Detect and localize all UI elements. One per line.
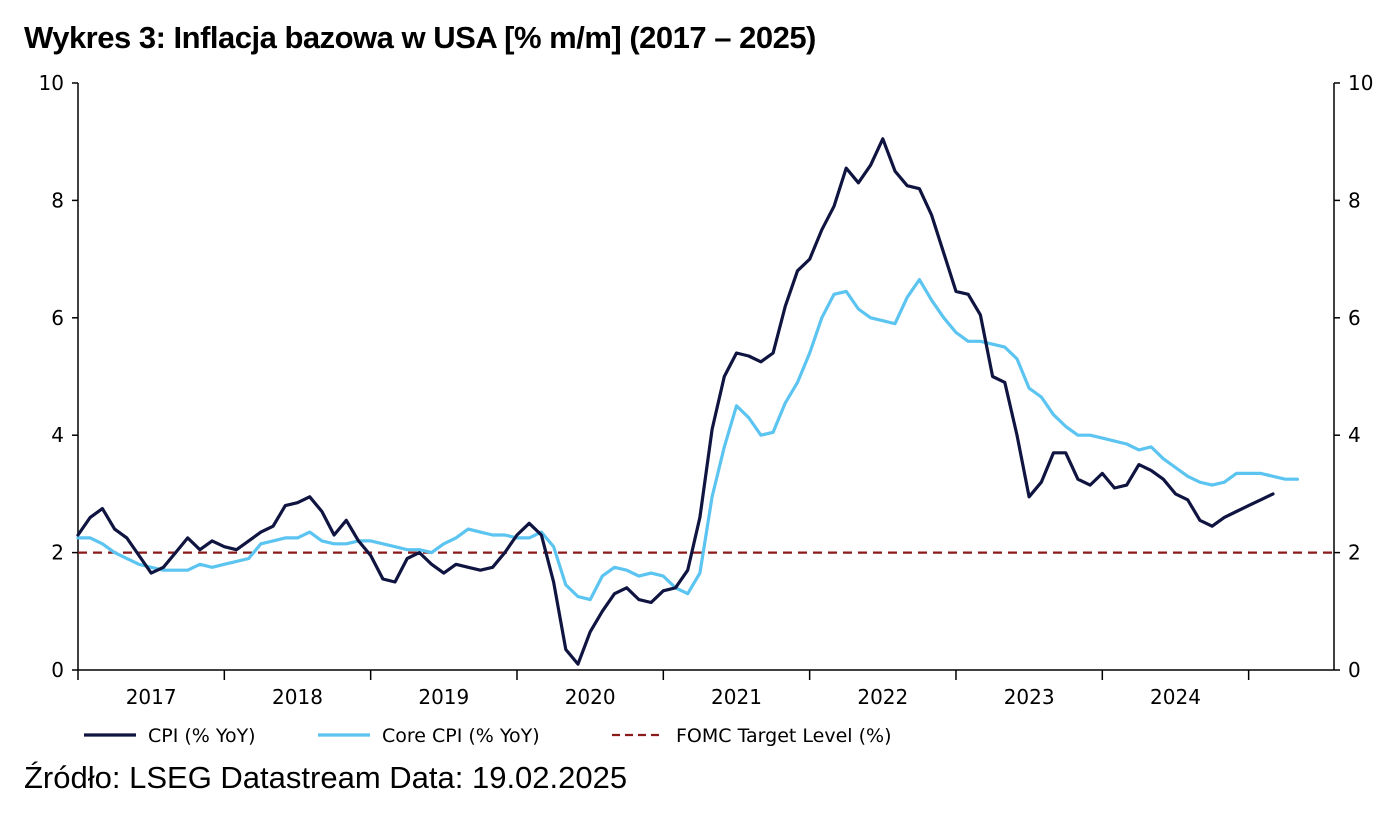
- x-tick-label: 2023: [1004, 685, 1055, 709]
- x-tick-label: 2019: [418, 685, 469, 709]
- y-tick-label-left: 6: [51, 306, 64, 330]
- legend-label: FOMC Target Level (%): [676, 725, 891, 747]
- x-tick-label: 2024: [1150, 685, 1201, 709]
- y-axis-left: 0 2 4 6 8 10: [39, 71, 78, 682]
- y-tick-label-right: 4: [1348, 423, 1361, 447]
- y-tick-label-left: 2: [51, 541, 64, 565]
- legend: CPI (% YoY) Core CPI (% YoY) FOMC Target L…: [84, 725, 891, 747]
- legend-label: CPI (% YoY): [148, 725, 256, 747]
- y-tick-label-right: 10: [1348, 71, 1373, 95]
- y-tick-label-left: 0: [51, 658, 64, 682]
- y-tick-label-left: 4: [51, 423, 64, 447]
- core-cpi-line: [76, 278, 1300, 602]
- x-tick-label: 2018: [272, 685, 323, 709]
- x-tick-label: 2022: [857, 685, 908, 709]
- chart-area: 0 2 4 6 8 10 0 2 4 6 8 10 2017 2018 2019 2020 2021 2022…: [39, 71, 1374, 747]
- series-layer: [76, 137, 1334, 666]
- y-tick-label-left: 10: [39, 71, 64, 95]
- cpi-line: [76, 137, 1275, 666]
- x-tick-label: 2021: [711, 685, 762, 709]
- x-tick-label: 2017: [126, 685, 177, 709]
- y-axis-right: 0 2 4 6 8 10: [1334, 71, 1373, 682]
- y-tick-label-right: 8: [1348, 188, 1361, 212]
- chart-title: Wykres 3: Inflacja bazowa w USA [% m/m] …: [24, 20, 816, 55]
- plot-frame: [77, 83, 1335, 671]
- x-tick-label: 2020: [565, 685, 616, 709]
- y-tick-label-left: 8: [51, 188, 64, 212]
- x-axis: 2017 2018 2019 2020 2021 2022 2023 2024: [77, 670, 1250, 709]
- y-tick-label-right: 6: [1348, 306, 1361, 330]
- source-note: Źródło: LSEG Datastream Data: 19.02.2025: [24, 760, 628, 795]
- y-tick-label-right: 2: [1348, 541, 1361, 565]
- legend-label: Core CPI (% YoY): [382, 725, 540, 747]
- y-tick-label-right: 0: [1348, 658, 1361, 682]
